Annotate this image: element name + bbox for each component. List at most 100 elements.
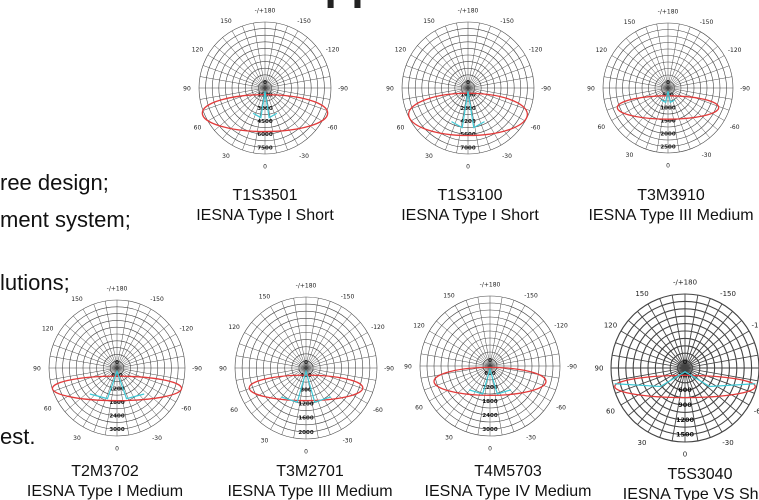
distribution-curve-secondary [89,369,145,400]
ring-value-label: 0 [666,80,670,86]
polar-spoke [93,304,118,369]
polar-spoke [402,76,469,89]
bullet-text-3: lutions; [0,270,70,295]
diagram-type: IESNA Type IV Medium [424,483,592,500]
polar-spoke [434,87,469,146]
polar-spoke [104,367,118,436]
polar-spoke [647,367,686,433]
angle-label: 120 [395,47,407,54]
angle-label: -150 [150,296,164,303]
polar-spoke [635,87,669,145]
polar-diagram-t1s3100: 0 -30 30 -60 60 -90 90 -120 120 -150 150 -/+180 0 140… [376,0,560,180]
diagram-type: IESNA Type I Medium [26,483,184,500]
ring-value-label: 1600 [298,416,313,422]
polar-spoke [244,367,307,404]
polar-spoke [264,37,308,89]
diagram-type: IESNA Type III Medium [227,483,393,500]
polar-svg: 0-3030-6060-9090-120120-150150-/+1800140… [386,8,551,171]
polar-diagram-t4m5703: 0 -30 30 -60 60 -90 90 -120 120 -150 150 -/+180 0 600… [394,270,586,462]
angle-label: 0 [466,164,470,171]
polar-spoke [202,87,266,111]
angle-label: 0 [666,163,670,170]
polar-spoke [467,87,491,151]
angle-label: -120 [326,47,340,54]
angle-label: -90 [384,366,394,373]
polar-spoke [417,87,469,131]
polar-spoke [684,311,733,369]
angle-label: 30 [626,152,634,159]
angle-label: 90 [183,86,191,93]
polar-spoke [405,87,469,111]
distribution-curve-primary [51,375,183,402]
distribution-curve-secondary [451,91,485,129]
ring-value-label: 400 [300,373,312,379]
angle-label: 150 [423,18,435,25]
angle-label: 90 [595,365,604,373]
angle-label: 150 [220,18,232,25]
polar-spoke [251,322,307,369]
polar-spoke [635,31,669,89]
polar-spoke [444,312,491,367]
polar-spoke [64,367,118,412]
polar-spoke [611,55,669,89]
polar-spoke [684,367,755,394]
ring-value-label: 6000 [257,132,272,138]
ring-value-label: 1500 [676,431,695,439]
polar-spoke [116,344,181,369]
polar-spoke [467,87,480,154]
polar-spoke [671,367,686,441]
polar-diagram-t2m3702: 0 -30 30 -60 60 -90 90 -120 120 -150 150 -/+180 0 600… [23,274,211,462]
polar-spoke [424,365,491,391]
angle-label: 0 [263,164,267,171]
polar-spoke [620,330,686,369]
angle-label: -30 [526,435,536,442]
polar-svg: 0 -30 30 -60 60 -90 90 -120 120 -150 150 -/+180 0 400… [219,283,394,456]
polar-spoke [667,31,701,89]
polar-spoke [467,87,502,146]
polar-spoke [305,306,342,369]
polar-spoke [434,30,469,89]
polar-spoke [684,320,742,369]
polar-spoke [116,308,152,369]
ring-value-label: 0 [304,360,308,366]
polar-spoke [467,87,531,111]
polar-spoke [467,87,511,139]
angle-label: 90 [33,366,41,373]
angle-label: -120 [752,322,759,330]
angle-label: -/+180 [296,283,317,290]
ring-value-label: 2000 [660,132,675,138]
polar-spoke [405,65,469,89]
distribution-curve-secondary [280,369,332,403]
polar-spoke [305,313,352,369]
polar-spoke [264,87,308,139]
polar-spoke [429,330,491,367]
diagram-name: T4M5703 [474,463,542,480]
polar-spoke [467,76,534,89]
polar-spoke [253,22,266,89]
angle-label: 120 [192,47,204,54]
bullet-text-2: ment system; [0,207,131,232]
caption-t1s3100: T1S3100 IESNA Type I Short [375,186,565,226]
angle-label: 30 [222,153,230,160]
angle-label: -30 [502,153,512,160]
polar-spoke [82,308,118,369]
polar-spoke [637,311,686,369]
angle-label: 30 [261,437,269,444]
polar-spoke [116,367,181,392]
ring-value-label: 600 [678,386,692,394]
angle-label: 60 [606,408,615,416]
angle-label: -60 [181,406,191,413]
polar-spoke [305,322,361,369]
polar-spoke [116,355,185,369]
polar-spoke [424,341,491,367]
polar-spoke [417,45,469,89]
polar-spoke [489,365,551,402]
polar-spoke [667,46,718,89]
polar-svg: 0-3030-6060-9090-120120-150150-/+1800600… [33,286,202,453]
polar-diagram-t3m3910: 0 -30 30 -60 60 -90 90 -120 120 -150 150 -/+180 0 500… [577,0,759,179]
polar-spoke [57,333,118,369]
caption-t5s3040: T5S3040 IESNA Type VS Short [600,465,759,500]
polar-spoke [264,25,288,89]
polar-spoke [410,54,469,89]
